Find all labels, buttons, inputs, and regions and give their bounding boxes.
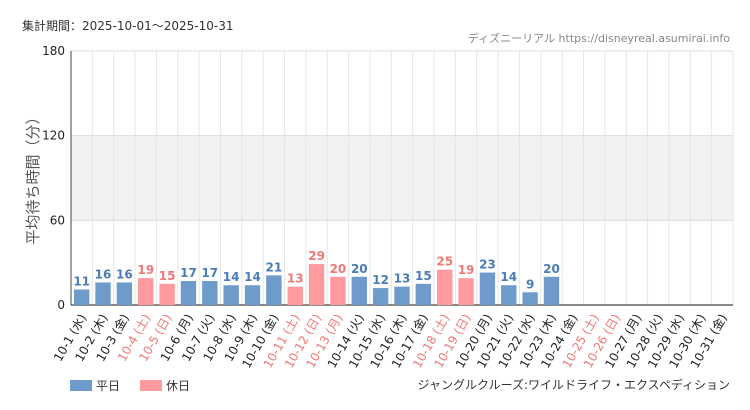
bar xyxy=(202,281,218,305)
bar-value-label: 12 xyxy=(372,273,389,287)
background-band xyxy=(71,51,733,136)
legend-holiday-swatch xyxy=(140,380,162,391)
bar xyxy=(394,286,410,305)
background-band xyxy=(71,135,733,221)
bar-value-label: 9 xyxy=(526,277,534,291)
bar-value-label: 20 xyxy=(351,262,368,276)
bar xyxy=(223,285,239,305)
bar xyxy=(116,282,133,305)
bar-value-label: 14 xyxy=(500,270,517,284)
bar xyxy=(351,276,367,305)
bar-value-label: 20 xyxy=(330,262,347,276)
bar-value-label: 14 xyxy=(244,270,261,284)
legend-weekday-label: 平日 xyxy=(96,379,120,393)
period-label: 集計期間：2025-10-01～2025-10-31 xyxy=(22,18,233,33)
bar-value-label: 21 xyxy=(266,260,283,274)
bar-value-label: 17 xyxy=(201,266,218,280)
bar-value-label: 11 xyxy=(73,274,90,288)
bar xyxy=(308,264,325,305)
bar-value-label: 29 xyxy=(308,249,325,263)
y-tick-label: 120 xyxy=(42,129,65,143)
bar xyxy=(522,292,538,305)
bar xyxy=(159,283,175,305)
bar-value-label: 15 xyxy=(415,269,432,283)
bar xyxy=(73,289,90,305)
bar xyxy=(372,288,389,305)
bar xyxy=(501,285,517,305)
bar xyxy=(138,278,154,305)
bar-value-label: 19 xyxy=(458,263,475,277)
bar xyxy=(180,281,197,305)
legend-holiday-label: 休日 xyxy=(166,379,190,393)
bar-value-label: 16 xyxy=(95,267,112,281)
bar-value-label: 15 xyxy=(159,269,176,283)
bar xyxy=(458,278,474,305)
legend-weekday-swatch xyxy=(70,380,92,391)
bar xyxy=(437,269,453,305)
bar xyxy=(95,282,111,305)
bar-value-label: 16 xyxy=(116,267,133,281)
bar-value-label: 19 xyxy=(137,263,154,277)
bar xyxy=(266,275,282,305)
y-axis-label: 平均待ち時間（分） xyxy=(24,109,42,244)
bar-value-label: 23 xyxy=(479,258,496,272)
attraction-name: ジャングルクルーズ:ワイルドライフ・エクスペディション xyxy=(418,377,730,392)
y-tick-label: 0 xyxy=(57,298,65,312)
legend: 平日 休日 xyxy=(70,379,190,393)
bar-value-label: 17 xyxy=(180,266,197,280)
bar-value-label: 20 xyxy=(543,262,560,276)
bar xyxy=(330,276,346,305)
bar xyxy=(479,272,496,305)
site-credit: ディズニーリアル https://disneyreal.asumirai.inf… xyxy=(468,31,730,45)
bar-value-label: 25 xyxy=(436,255,453,269)
bar xyxy=(244,285,261,305)
bar xyxy=(415,283,432,305)
bar-value-label: 14 xyxy=(223,270,240,284)
bar xyxy=(287,286,303,305)
y-tick-label: 180 xyxy=(42,44,65,58)
bar xyxy=(543,276,560,305)
bar-value-label: 13 xyxy=(394,272,411,286)
bar-value-label: 13 xyxy=(287,272,304,286)
y-tick-label: 60 xyxy=(50,213,65,227)
